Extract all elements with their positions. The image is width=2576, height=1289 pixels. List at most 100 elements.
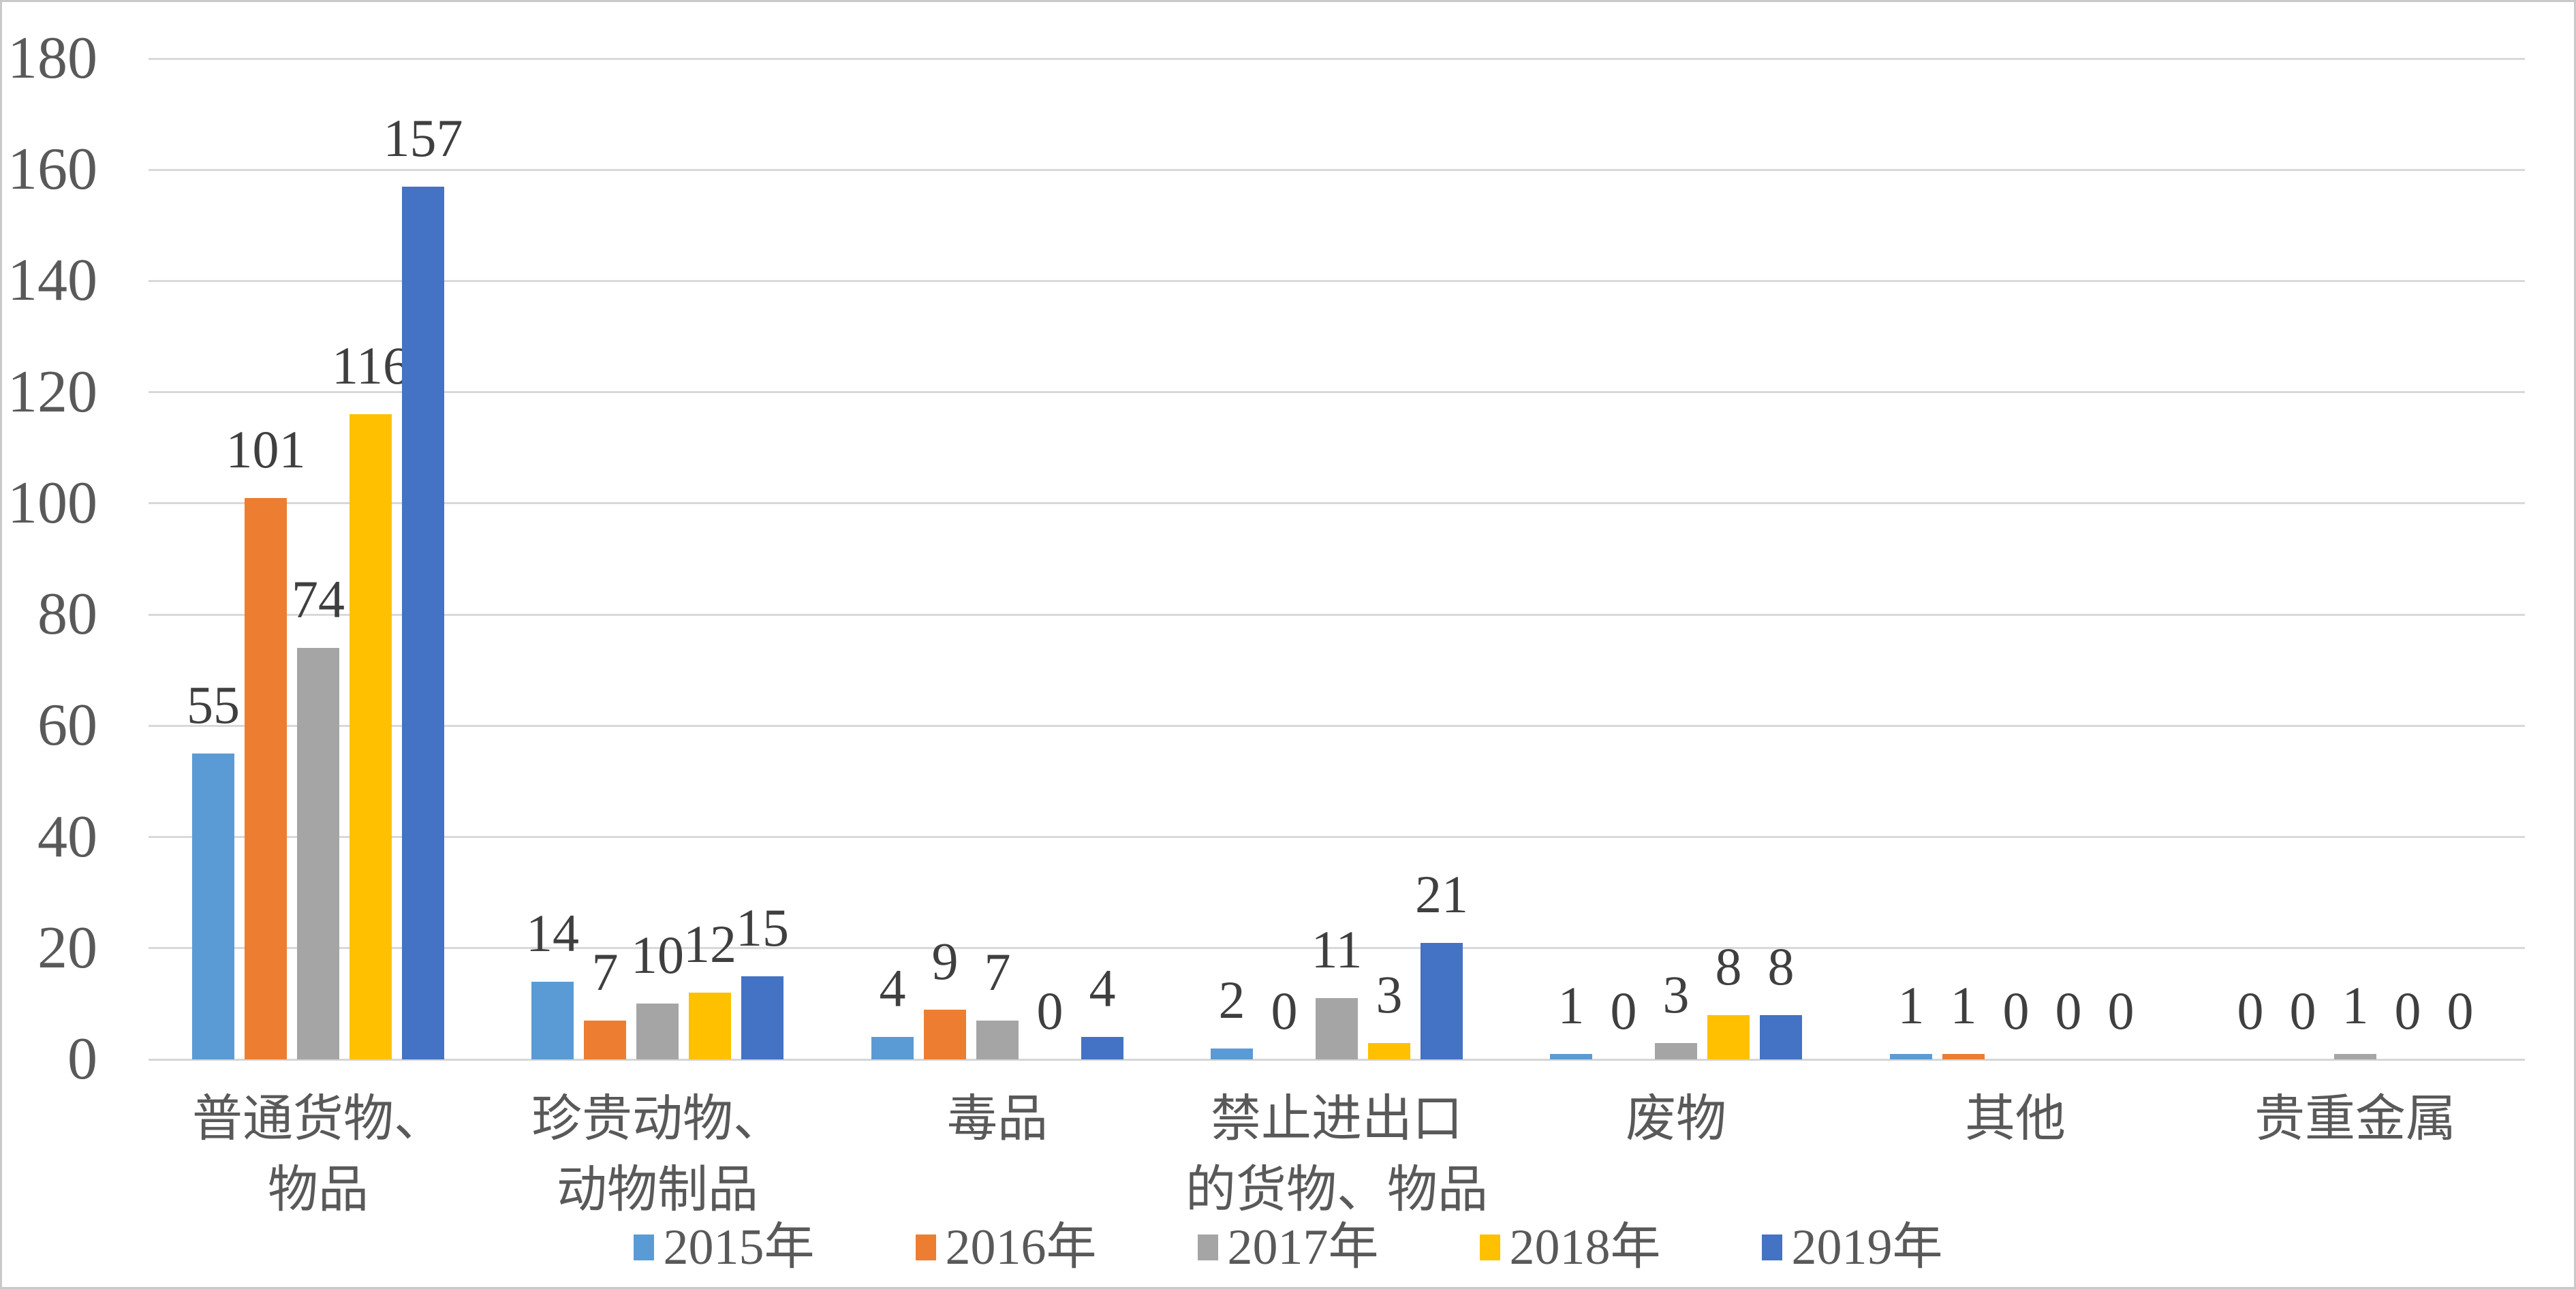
legend-swatch-icon — [1761, 1234, 1782, 1260]
bar-2015年-6 — [1890, 1054, 1932, 1059]
bar-2019年-1 — [402, 187, 444, 1059]
bar-data-label: 0 — [2237, 981, 2264, 1040]
legend-item-2019年: 2019年 — [1761, 1217, 1943, 1277]
bar-2017年-2 — [636, 1004, 679, 1059]
y-gridline — [149, 279, 2525, 282]
legend-label: 2017年 — [1227, 1220, 1379, 1275]
category-axis-label: 其他 — [1965, 1091, 2066, 1147]
legend-label: 2019年 — [1791, 1220, 1943, 1275]
bar-2016年-6 — [1942, 1054, 1985, 1059]
bar-data-label: 10 — [631, 925, 684, 984]
bar-data-label: 1 — [1950, 976, 1977, 1035]
bar-data-label: 4 — [1089, 959, 1116, 1018]
y-gridline — [149, 391, 2525, 394]
legend-label: 2018年 — [1509, 1220, 1661, 1275]
legend-swatch-icon — [1197, 1234, 1218, 1260]
bar-data-label: 14 — [526, 903, 579, 963]
bar-2015年-1 — [192, 754, 234, 1059]
y-gridline — [149, 724, 2525, 727]
y-gridline — [149, 168, 2525, 171]
bar-data-label: 0 — [2107, 981, 2135, 1040]
bar-2015年-5 — [1550, 1054, 1592, 1059]
y-axis-tick-label: 60 — [37, 692, 97, 759]
bar-data-label: 0 — [2394, 981, 2421, 1040]
bar-2015年-2 — [531, 982, 574, 1059]
bar-data-label: 15 — [736, 898, 789, 957]
bar-data-label: 1 — [1897, 976, 1925, 1035]
bar-data-label: 8 — [1767, 937, 1795, 996]
bar-data-label: 0 — [2055, 981, 2082, 1040]
chart-legend: 2015年 2016年 2017年 2018年 2019年 — [2, 1208, 2574, 1287]
category-axis-label: 废物 — [1626, 1091, 1726, 1147]
bar-data-label: 55 — [187, 675, 240, 734]
category-axis-label: 毒品 — [947, 1091, 1048, 1147]
bar-data-label: 4 — [879, 959, 906, 1018]
bar-2018年-4 — [1368, 1043, 1410, 1059]
bar-data-label: 9 — [931, 931, 959, 991]
bar-data-label: 2 — [1218, 970, 1245, 1029]
bar-data-label: 0 — [2447, 981, 2474, 1040]
y-gridline — [149, 613, 2525, 616]
y-axis-tick-label: 140 — [7, 247, 97, 314]
bar-data-label: 101 — [226, 420, 306, 479]
x-axis-line — [149, 1058, 2525, 1061]
bar-data-label: 0 — [1271, 981, 1298, 1040]
legend-swatch-icon — [915, 1234, 936, 1260]
bar-data-label: 116 — [331, 336, 410, 395]
bar-data-label: 157 — [383, 108, 463, 168]
y-axis-tick-label: 40 — [37, 803, 97, 870]
bar-2015年-4 — [1211, 1049, 1253, 1059]
legend-item-2016年: 2016年 — [915, 1217, 1097, 1277]
legend-item-2018年: 2018年 — [1479, 1217, 1661, 1277]
legend-label: 2015年 — [663, 1220, 815, 1275]
bar-data-label: 21 — [1415, 865, 1468, 924]
bar-data-label: 3 — [1662, 965, 1690, 1024]
bar-2016年-1 — [245, 498, 287, 1059]
legend-label: 2016年 — [945, 1220, 1097, 1275]
y-axis-tick-label: 80 — [37, 581, 97, 648]
bar-2017年-5 — [1655, 1043, 1697, 1059]
y-axis-tick-label: 20 — [37, 914, 97, 981]
y-gridline — [149, 57, 2525, 60]
bar-2017年-3 — [976, 1021, 1019, 1059]
category-axis-label: 贵重金属 — [2254, 1091, 2456, 1147]
y-axis-tick-label: 100 — [7, 469, 97, 536]
bar-data-label: 0 — [2002, 981, 2030, 1040]
bar-data-label: 11 — [1311, 920, 1363, 979]
legend-swatch-icon — [633, 1234, 654, 1260]
bar-2018年-2 — [689, 993, 731, 1059]
y-axis-tick-label: 0 — [67, 1026, 97, 1092]
bar-2019年-5 — [1760, 1015, 1802, 1059]
y-axis-tick-label: 120 — [7, 358, 97, 425]
category-axis-label: 禁止进出口 的货物、物品 — [1185, 1091, 1488, 1218]
legend-swatch-icon — [1479, 1234, 1500, 1260]
bar-data-label: 0 — [1610, 981, 1637, 1040]
bar-data-label: 3 — [1376, 965, 1403, 1024]
bar-data-label: 7 — [591, 942, 619, 1001]
bar-2016年-2 — [584, 1021, 626, 1059]
bar-2016年-3 — [924, 1010, 966, 1059]
bar-data-label: 1 — [2342, 976, 2369, 1035]
bar-2018年-5 — [1707, 1015, 1750, 1059]
y-gridline — [149, 947, 2525, 950]
bar-data-label: 1 — [1557, 976, 1585, 1035]
category-axis-label: 普通货物、 物品 — [192, 1091, 444, 1218]
bar-data-label: 0 — [2289, 981, 2316, 1040]
bar-2019年-3 — [1081, 1037, 1123, 1059]
category-axis-label: 珍贵动物、 动物制品 — [531, 1091, 783, 1218]
bar-2017年-4 — [1316, 998, 1358, 1059]
bar-2019年-2 — [741, 976, 783, 1059]
y-axis-tick-label: 180 — [7, 25, 97, 91]
bar-2017年-1 — [297, 648, 339, 1059]
bar-data-label: 0 — [1036, 981, 1064, 1040]
bar-2019年-4 — [1421, 943, 1463, 1059]
y-gridline — [149, 502, 2525, 505]
bar-data-label: 7 — [984, 942, 1011, 1001]
bar-data-label: 12 — [683, 914, 736, 974]
bar-2018年-1 — [350, 414, 392, 1059]
bar-2017年-7 — [2334, 1054, 2376, 1059]
bar-2015年-3 — [871, 1037, 914, 1059]
y-gridline — [149, 836, 2525, 839]
legend-item-2015年: 2015年 — [633, 1217, 815, 1277]
